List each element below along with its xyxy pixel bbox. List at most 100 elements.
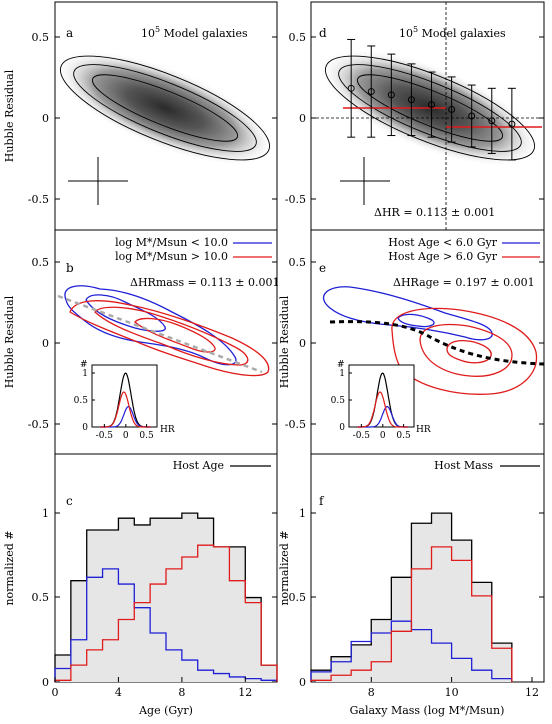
panel-b-legend-2: log M*/Msun > 10.0 (115, 250, 228, 263)
panel-e-inset-curves (357, 372, 408, 428)
inset-tick-label: -0.5 (96, 431, 114, 441)
tick-label: -0.5 (28, 193, 49, 206)
panel-f-ylabel: normalized # (278, 530, 291, 605)
panel-f-xlabel: Galaxy Mass (log M*/Msun) (350, 704, 505, 717)
panel-b-inset-xlabel: HR (160, 425, 175, 435)
panel-b-inset-curves (100, 372, 151, 428)
inset-tick-label: 0 (339, 423, 345, 433)
axis-ticks: 0.5 0.50 0-0.5 -0.50.5 0.50 0-0.5 -0.51 10.5 0.5… (28, 31, 544, 699)
panel-a-density (54, 50, 276, 166)
panel-e-fit-curve (329, 320, 545, 366)
panel-d-point (347, 84, 355, 92)
tick-label: -0.5 (285, 418, 306, 431)
inset-tick-label: 0.5 (396, 431, 411, 441)
panel-b-red-contour-outer (69, 300, 270, 377)
inset-tick-label: 0.5 (139, 431, 154, 441)
panel-e-blue-contour-outer (323, 286, 493, 341)
panel-e-blue-contour-inner (397, 313, 435, 328)
panel-f-label: f (319, 494, 325, 508)
inset-tick-label: -0.5 (353, 431, 371, 441)
panel-e-inset-xlabel: HR (416, 425, 431, 435)
panel-a-label: a (66, 26, 73, 40)
panel-f-hist-series-0 (310, 512, 513, 682)
panel-d-point (367, 88, 375, 96)
panel-b-delta-hr: ΔHRmass = 0.113 ± 0.001 (130, 276, 280, 289)
panel-a-error-cross (68, 157, 128, 205)
inset-tick-label: 1 (82, 369, 88, 379)
panel-e-delta-hr: ΔHRage = 0.197 ± 0.001 (393, 276, 535, 289)
tick-label: 0 (42, 337, 49, 350)
tick-label: 4 (115, 686, 122, 699)
panel-d-point (428, 101, 436, 109)
tick-label: 0 (42, 676, 49, 689)
panel-b-fit-line (57, 294, 263, 374)
panel-b-frame (54, 229, 278, 455)
panel-e-ylabel: Hubble Residual (278, 295, 291, 388)
tick-label: 12 (238, 686, 252, 699)
panel-d-label: d (319, 26, 327, 40)
inset-tick-label: 1 (339, 369, 345, 379)
tick-label: 12 (525, 686, 539, 699)
tick-label: 0 (52, 686, 59, 699)
panel-b-inset-ylabel: # (80, 360, 88, 370)
panel-c-hist-series-2 (54, 544, 278, 682)
inset-tick-label: 0 (380, 431, 386, 441)
tick-label: 0 (299, 676, 306, 689)
panel-d-mean-lines (343, 107, 542, 128)
panel-e-legend-2: Host Age > 6.0 Gyr (388, 250, 497, 263)
panel-d-title: 105 Model galaxies (399, 25, 506, 40)
panel-c-legend: Host Age (173, 459, 224, 472)
panel-b-blue-contour-inner (85, 294, 166, 332)
tick-label: 1 (42, 507, 49, 520)
panel-b-ylabel: Hubble Residual (3, 295, 16, 388)
tick-label: 0.5 (289, 31, 307, 44)
tick-label: 10 (445, 686, 459, 699)
tick-label: 0.5 (289, 591, 307, 604)
panel-c-ylabel: normalized # (3, 530, 16, 605)
panel-c-label: c (66, 494, 73, 508)
panel-d-delta-hr: ΔHR = 0.113 ± 0.001 (374, 206, 495, 219)
panel-b-contours (64, 285, 270, 377)
inset-tick-label: 0.5 (331, 396, 346, 406)
panel-d-point (508, 120, 516, 128)
panel-b-label: b (66, 261, 74, 275)
tick-label: 1 (299, 507, 306, 520)
panel-d-point (468, 112, 476, 120)
panel-d-point (407, 96, 415, 104)
panel-c-histograms (54, 512, 278, 682)
panel-d-point (448, 105, 456, 113)
tick-label: 8 (178, 686, 185, 699)
panel-e-frame (310, 229, 545, 455)
inset-tick-label: 0 (82, 423, 88, 433)
panel-f-histograms (310, 512, 513, 682)
panel-d-point (387, 91, 395, 99)
panel-b-red-contour-mid (94, 306, 249, 366)
panel-e-label: e (319, 261, 326, 275)
panel-e-inset-ylabel: # (337, 360, 345, 370)
panel-f-legend: Host Mass (434, 459, 493, 472)
inset-tick-label: 0.5 (74, 396, 89, 406)
panel-b-legend-1: log M*/Msun < 10.0 (115, 236, 228, 249)
panel-d-error-cross (340, 157, 390, 205)
panel-b-red-contour-inner (134, 317, 216, 353)
tick-label: -0.5 (28, 418, 49, 431)
inset-curve-2 (100, 391, 151, 428)
panel-a-ylabel: Hubble Residual (3, 69, 16, 162)
tick-label: 8 (368, 686, 375, 699)
tick-label: -0.5 (285, 193, 306, 206)
inset-tick-label: 0 (123, 431, 129, 441)
panel-e-red-contour-mid (419, 323, 513, 377)
tick-label: 0 (299, 337, 306, 350)
inset-curve-2 (357, 391, 408, 428)
tick-label: 0 (299, 112, 306, 125)
tick-label: 0.5 (289, 256, 307, 269)
panel-e-legend-1: Host Age < 6.0 Gyr (388, 236, 497, 249)
panel-c-xlabel: Age (Gyr) (138, 704, 193, 717)
panel-d-guides (311, 2, 544, 230)
tick-label: 0.5 (32, 31, 50, 44)
tick-label: 0.5 (32, 591, 50, 604)
tick-label: 0.5 (32, 256, 50, 269)
panel-f-hist-series-2 (310, 546, 513, 682)
